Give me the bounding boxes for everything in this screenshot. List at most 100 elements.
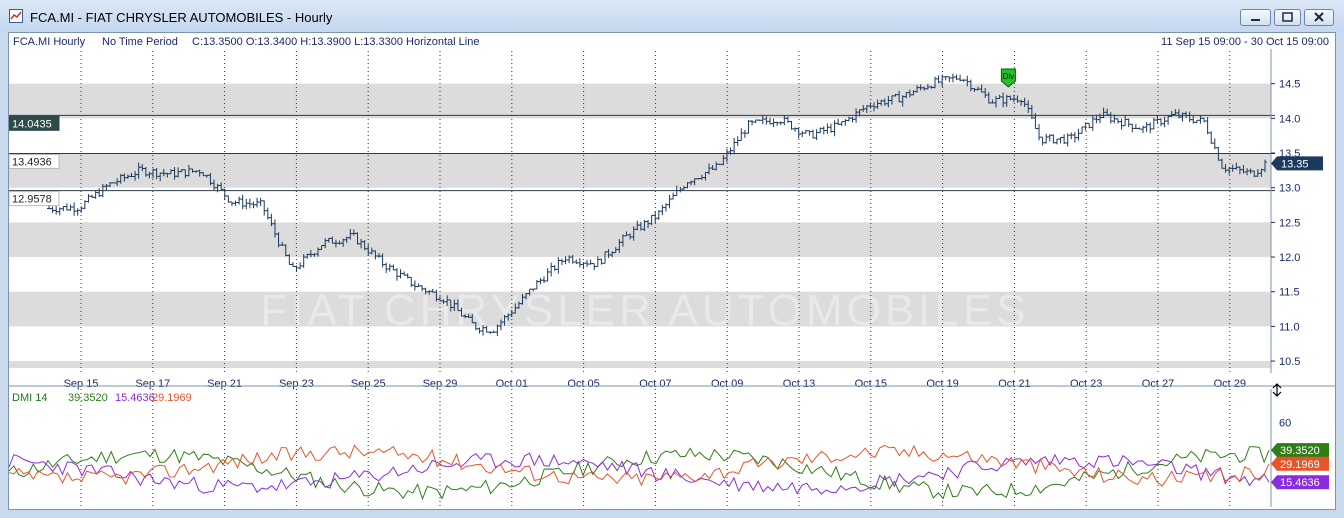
svg-text:15.4636: 15.4636 [1280,477,1320,489]
header-date-range: 11 Sep 15 09:00 - 30 Oct 15 09:00 [1161,36,1329,48]
svg-text:12.9578: 12.9578 [12,194,52,206]
price-band [9,361,1271,368]
horizontal-line-label: 13.4936 [9,153,60,169]
ohlc-bar [1144,121,1149,132]
ohlc-bar [663,203,668,212]
x-tick-label: Oct 09 [711,378,743,390]
dmi-value-tag: 39.3520 [1271,443,1329,458]
ohlc-bar [1065,133,1070,147]
ohlc-bar [1209,131,1214,144]
title-bar[interactable]: FCA.MI - FIAT CHRYSLER AUTOMOBILES - Hou… [0,0,1344,32]
minimize-icon [1251,19,1260,21]
header-period: No Time Period [102,36,178,48]
ohlc-bar [588,259,593,265]
ohlc-bar [75,208,80,216]
ohlc-bar [1130,123,1135,133]
ohlc-bar [93,190,98,199]
ohlc-bar [542,276,547,284]
ohlc-bar [1083,122,1088,131]
x-tick-label: Oct 19 [926,378,958,390]
ohlc-bar [1119,118,1124,130]
horizontal-lines-layer: 14.0435 13.4936 12.9578 [9,114,1275,207]
ohlc-bar [1162,116,1167,128]
ohlc-bar [843,118,848,126]
x-tick-label: Sep 21 [207,378,242,390]
ohlc-bar [402,271,407,276]
ohlc-bar [800,131,805,138]
ohlc-bar [814,129,819,140]
minus-di-value: 29.1969 [152,392,192,404]
resize-handle-icon[interactable] [1272,383,1282,397]
ohlc-bar [828,123,833,133]
ohlc-bar [943,76,948,81]
close-button[interactable] [1304,9,1334,26]
ohlc-bar [290,261,295,267]
y-tick-label: 10.5 [1279,356,1300,368]
ohlc-bar [556,257,561,274]
ohlc-bar [678,186,683,193]
ohlc-bar [750,119,755,126]
price-band [9,222,1271,258]
ohlc-bar [240,194,245,210]
price-band [9,291,1271,327]
dmi-value-tag: 15.4636 [1271,475,1329,490]
ohlc-bar [294,265,299,272]
svg-text:13.35: 13.35 [1281,158,1309,170]
ohlc-bar [298,262,303,270]
ohlc-bar [394,268,399,281]
ohlc-bar [958,74,963,82]
y-tick-label: 14.5 [1279,79,1300,91]
ohlc-bar [111,182,116,184]
ohlc-bar [767,117,772,125]
ohlc-bars: Div [47,68,1267,337]
ohlc-bar [789,120,794,130]
ohlc-bar [1137,127,1142,130]
svg-text:39.3520: 39.3520 [1280,445,1320,457]
ohlc-bar [1126,118,1131,128]
x-tick-label: Sep 17 [135,378,170,390]
ohlc-bar [585,259,590,268]
ohlc-bar [660,204,665,216]
header-symbol: FCA.MI Hourly [13,36,86,48]
ohlc-bar [226,195,231,203]
ohlc-bar [1141,125,1146,134]
ohlc-bar [793,127,798,132]
x-tick-label: Sep 25 [351,378,386,390]
horizontal-line-label: 14.0435 [9,115,60,131]
ohlc-bar [255,197,260,208]
header-ohlc: C:13.3500 O:13.3400 H:13.3900 L:13.3300 … [192,36,479,48]
ohlc-bar [1058,137,1063,144]
dividend-marker[interactable]: Div [1000,68,1016,88]
price-chart[interactable]: FIAT CHRYSLER AUTOMOBILES 14.0435 13.4936… [9,33,1335,509]
ohlc-bar [961,79,966,82]
ohlc-bar [821,126,826,135]
x-tick-label: Sep 23 [279,378,314,390]
ohlc-bar [671,192,676,200]
plus-di-line [9,452,1270,495]
ohlc-bar [836,118,841,126]
ohlc-bar [405,273,410,279]
ohlc-bar [265,207,270,220]
ohlc-bar [552,265,557,272]
y-axis: 10.511.011.512.012.513.013.514.014.513.3… [1270,49,1323,373]
ohlc-bar [595,256,600,268]
y-tick-label: 12.5 [1279,217,1300,229]
ohlc-bar [1080,126,1085,134]
maximize-button[interactable] [1274,9,1301,26]
minimize-button[interactable] [1240,9,1271,26]
ohlc-bar [592,263,597,271]
dmi-line [9,446,1270,501]
ohlc-bar [796,127,801,139]
chart-panel[interactable]: FIAT CHRYSLER AUTOMOBILES 14.0435 13.4936… [8,32,1336,510]
ohlc-bar [807,130,812,136]
y-tick-label: 14.0 [1279,113,1300,125]
ohlc-bar [563,256,568,265]
ohlc-bar [68,204,73,211]
x-tick-label: Oct 13 [783,378,815,390]
dmi-title: DMI 14 [12,392,47,404]
ohlc-bar [1076,128,1081,141]
ohlc-bar [398,269,403,279]
ohlc-bar [1263,159,1267,173]
y-tick-label: 11.0 [1279,321,1300,333]
ohlc-bar [262,200,267,216]
